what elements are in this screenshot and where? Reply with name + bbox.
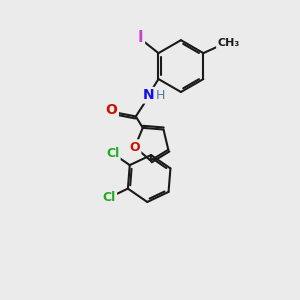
- Text: O: O: [106, 103, 118, 117]
- Text: O: O: [130, 140, 140, 154]
- Text: CH₃: CH₃: [217, 38, 239, 48]
- Text: I: I: [138, 30, 144, 45]
- Text: N: N: [142, 88, 154, 102]
- Text: H: H: [156, 89, 165, 102]
- Text: Cl: Cl: [103, 191, 116, 204]
- Text: Cl: Cl: [106, 147, 119, 160]
